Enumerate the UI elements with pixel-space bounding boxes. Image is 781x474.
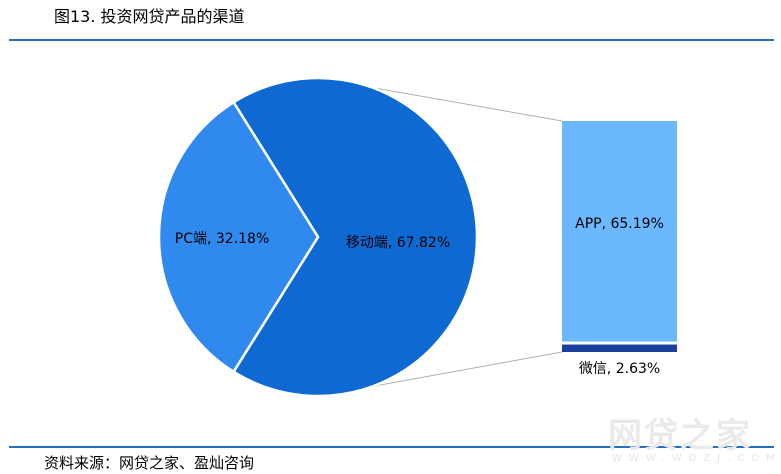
chart-title: 图13. 投资网贷产品的渠道 bbox=[54, 7, 245, 26]
header-rule bbox=[9, 39, 774, 41]
footer-rule bbox=[9, 446, 774, 448]
bar-label-wechat: 微信, 2.63% bbox=[579, 361, 660, 377]
watermark-url: WWW.WDZJ.COM bbox=[612, 453, 781, 464]
bar-segment-wechat bbox=[562, 344, 677, 352]
pie-slice-pc bbox=[157, 100, 320, 374]
pie-slice-mobile bbox=[231, 76, 479, 398]
bar-segment-app bbox=[562, 121, 677, 342]
source-note: 资料来源：网贷之家、盈灿咨询 bbox=[44, 454, 255, 472]
connector-line-top bbox=[372, 87, 563, 122]
pie-label-mobile: 移动端, 67.82% bbox=[346, 235, 450, 251]
bar-label-app: APP, 65.19% bbox=[575, 216, 664, 232]
watermark-logo: 网贷之家 bbox=[608, 416, 752, 456]
pie-label-pc: PC端, 32.18% bbox=[175, 231, 270, 247]
connector-line-bottom bbox=[372, 351, 563, 387]
